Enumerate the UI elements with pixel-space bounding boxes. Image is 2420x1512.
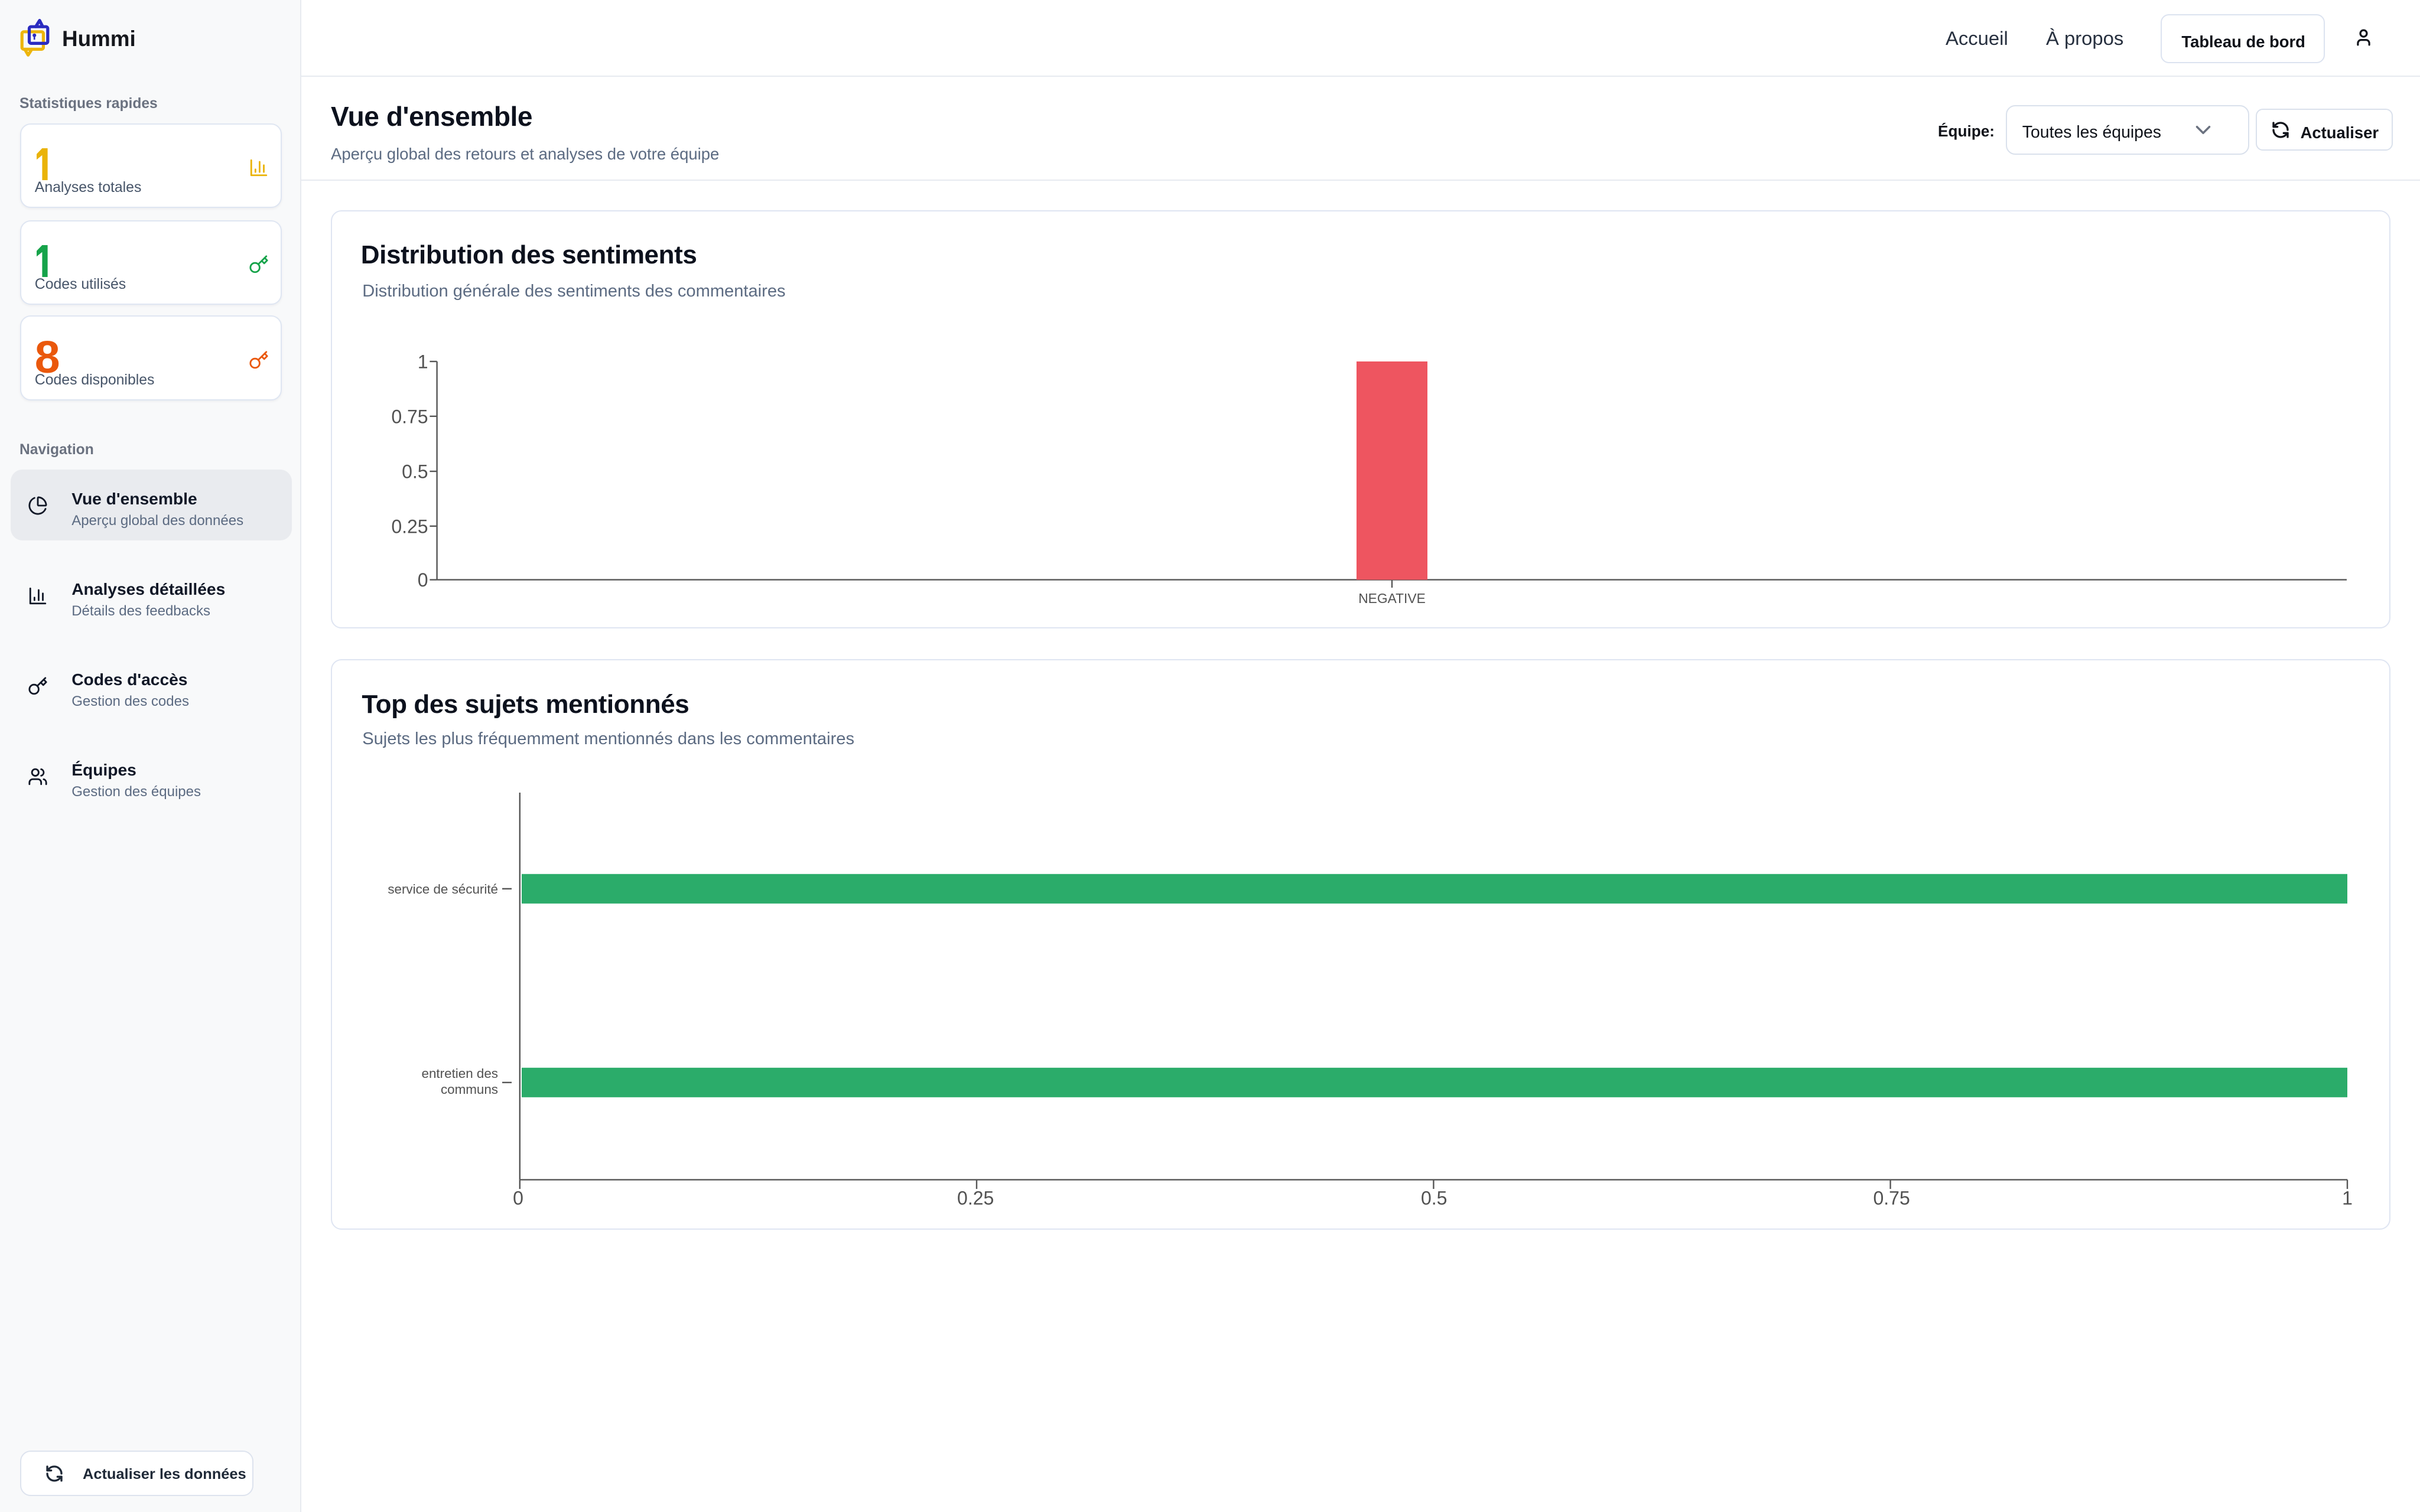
svg-text:service de sécurité: service de sécurité bbox=[388, 882, 498, 897]
svg-text:0.75: 0.75 bbox=[391, 406, 428, 427]
svg-text:0: 0 bbox=[418, 569, 428, 591]
svg-text:0.25: 0.25 bbox=[391, 516, 428, 537]
svg-text:0.25: 0.25 bbox=[957, 1187, 994, 1208]
svg-text:communs: communs bbox=[441, 1082, 498, 1097]
svg-text:1: 1 bbox=[2342, 1187, 2353, 1208]
svg-text:entretien des: entretien des bbox=[422, 1066, 498, 1081]
svg-text:0.5: 0.5 bbox=[1421, 1187, 1447, 1208]
svg-text:0.75: 0.75 bbox=[1873, 1187, 1910, 1208]
svg-text:1: 1 bbox=[418, 351, 428, 373]
svg-text:0: 0 bbox=[513, 1187, 523, 1208]
svg-text:NEGATIVE: NEGATIVE bbox=[1358, 591, 1426, 606]
svg-text:0.5: 0.5 bbox=[402, 461, 428, 483]
